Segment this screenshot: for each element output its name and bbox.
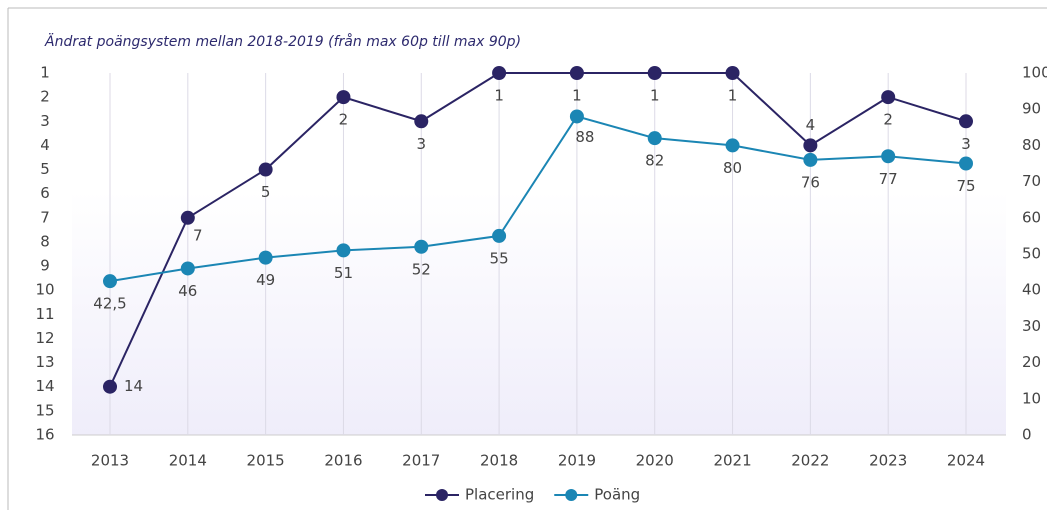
legend-label: Poäng xyxy=(594,486,640,504)
point xyxy=(725,66,740,80)
data-label: 49 xyxy=(256,271,275,289)
point xyxy=(803,152,818,167)
y-tick-label: 16 xyxy=(35,426,54,444)
data-label: 14 xyxy=(124,377,143,395)
data-label: 7 xyxy=(193,226,203,244)
point xyxy=(414,114,429,129)
y2-tick-label: 20 xyxy=(1022,353,1041,371)
plot-background xyxy=(72,60,1006,435)
point xyxy=(414,239,429,254)
y-tick-label: 8 xyxy=(40,232,50,250)
y-tick-label: 4 xyxy=(40,136,50,154)
data-label: 75 xyxy=(956,177,975,195)
data-label: 51 xyxy=(334,264,353,282)
y-tick-label: 10 xyxy=(35,281,54,299)
data-label: 1 xyxy=(494,87,504,105)
x-tick-label: 2014 xyxy=(169,452,207,470)
x-tick-label: 2024 xyxy=(947,452,985,470)
y-tick-label: 2 xyxy=(40,88,50,106)
y-tick-label: 1 xyxy=(40,64,50,82)
y-tick-label: 5 xyxy=(40,160,50,178)
x-tick-label: 2018 xyxy=(480,452,518,470)
data-label: 55 xyxy=(490,249,509,267)
x-tick-label: 2023 xyxy=(869,452,907,470)
y-tick-label: 9 xyxy=(40,257,50,275)
point xyxy=(569,66,584,80)
y2-tick-label: 40 xyxy=(1022,281,1041,299)
data-label: 42,5 xyxy=(93,295,126,313)
point xyxy=(336,243,351,258)
y-tick-label: 3 xyxy=(40,112,50,130)
data-label: 80 xyxy=(723,159,742,177)
point xyxy=(258,162,273,177)
x-tick-label: 2021 xyxy=(713,452,751,470)
data-label: 76 xyxy=(801,173,820,191)
legend-label: Placering xyxy=(465,486,534,504)
x-tick-label: 2016 xyxy=(324,452,362,470)
x-tick-label: 2020 xyxy=(636,452,674,470)
y-tick-label: 7 xyxy=(40,208,50,226)
point xyxy=(803,138,818,153)
data-label: 88 xyxy=(575,128,594,146)
x-tick-label: 2022 xyxy=(791,452,829,470)
data-label: 46 xyxy=(178,282,197,300)
y-tick-label: 6 xyxy=(40,184,50,202)
point xyxy=(103,274,117,289)
y2-tick-label: 80 xyxy=(1022,136,1041,154)
point xyxy=(258,250,273,265)
data-label: 77 xyxy=(879,170,898,188)
y2-tick-label: 100 xyxy=(1022,64,1047,82)
point xyxy=(881,90,896,105)
point xyxy=(180,261,195,276)
point xyxy=(881,149,896,164)
x-tick-label: 2013 xyxy=(91,452,129,470)
y-tick-label: 12 xyxy=(35,329,54,347)
y2-tick-label: 50 xyxy=(1022,245,1041,263)
y2-tick-label: 10 xyxy=(1022,389,1041,407)
data-label: 52 xyxy=(412,260,431,278)
series-line xyxy=(109,72,967,388)
y-tick-label: 14 xyxy=(35,377,54,395)
y-tick-label: 11 xyxy=(35,305,54,323)
chart-title: Ändrat poängsystem mellan 2018-2019 (frå… xyxy=(44,32,521,50)
x-tick-label: 2019 xyxy=(558,452,596,470)
y2-tick-label: 90 xyxy=(1022,100,1041,118)
y2-tick-label: 30 xyxy=(1022,317,1041,335)
point xyxy=(492,228,507,243)
legend-marker xyxy=(436,489,448,501)
point xyxy=(647,66,662,80)
y-tick-label: 15 xyxy=(35,401,54,419)
y2-tick-label: 0 xyxy=(1022,426,1032,444)
point xyxy=(725,138,740,153)
data-label: 2 xyxy=(883,111,893,129)
y2-tick-label: 60 xyxy=(1022,208,1041,226)
series-line xyxy=(109,115,967,283)
point xyxy=(180,210,195,225)
point xyxy=(959,114,973,129)
data-label: 2 xyxy=(339,111,349,129)
data-label: 4 xyxy=(806,116,816,134)
point xyxy=(336,90,351,105)
data-label: 82 xyxy=(645,152,664,170)
data-label: 1 xyxy=(572,87,582,105)
data-label: 1 xyxy=(728,87,738,105)
x-tick-label: 2017 xyxy=(402,452,440,470)
x-tick-label: 2015 xyxy=(247,452,285,470)
y2-tick-label: 70 xyxy=(1022,172,1041,190)
legend-marker xyxy=(565,489,578,501)
point xyxy=(569,109,584,124)
data-label: 3 xyxy=(961,135,971,153)
point xyxy=(647,131,662,146)
y-tick-label: 13 xyxy=(35,353,54,371)
point xyxy=(492,66,507,80)
point xyxy=(103,379,117,394)
data-label: 3 xyxy=(416,135,426,153)
data-label: 5 xyxy=(261,183,271,201)
point xyxy=(959,156,973,171)
data-label: 1 xyxy=(650,87,660,105)
